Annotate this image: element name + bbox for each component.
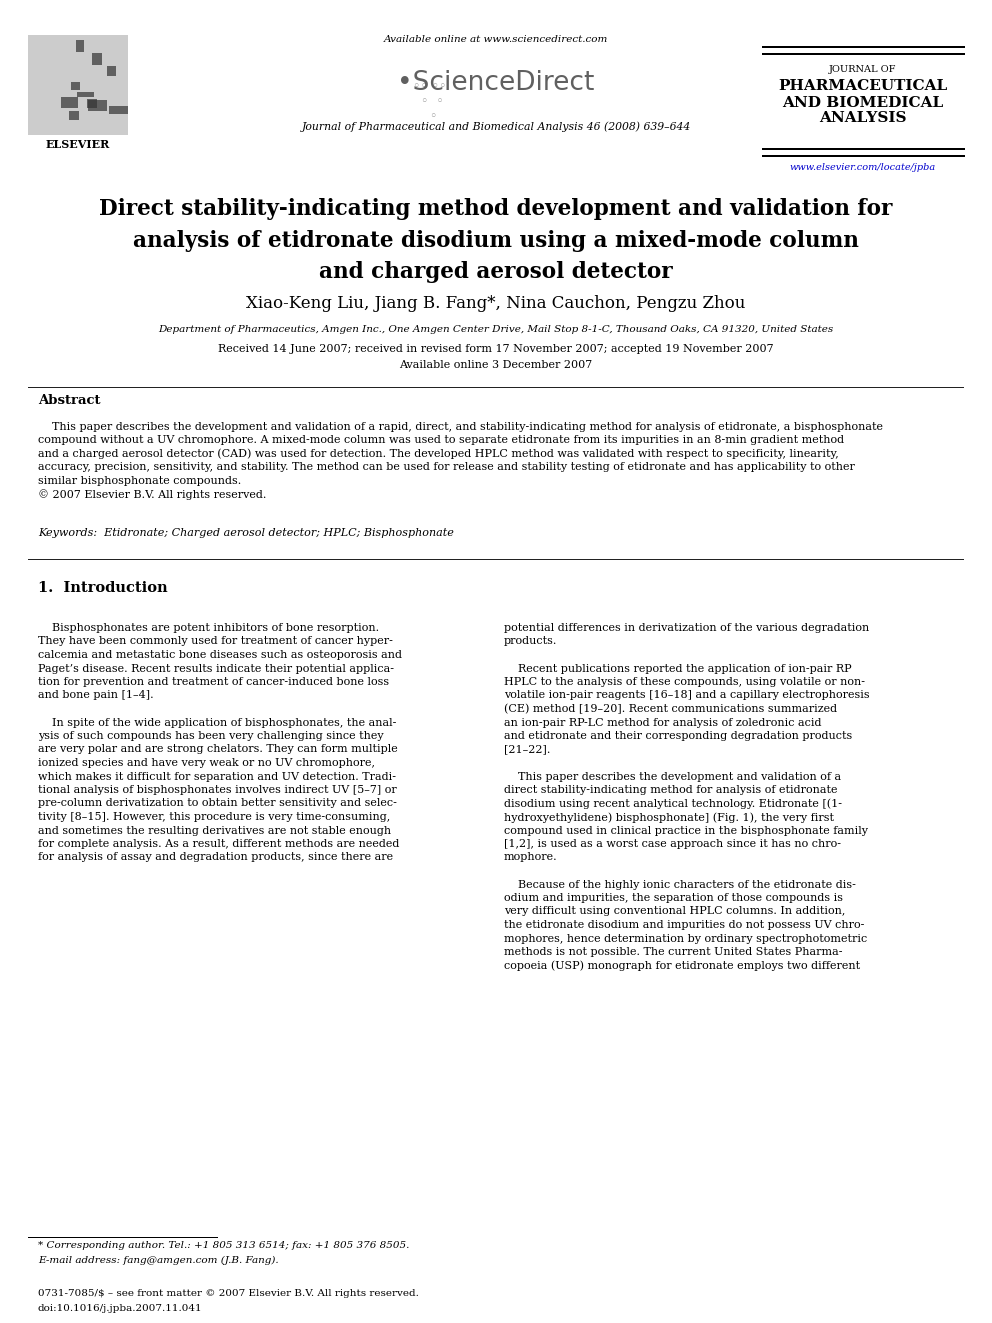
Text: an ion-pair RP-LC method for analysis of zoledronic acid: an ion-pair RP-LC method for analysis of… (504, 717, 821, 728)
Text: mophore.: mophore. (504, 852, 558, 863)
Text: Keywords:  Etidronate; Charged aerosol detector; HPLC; Bisphosphonate: Keywords: Etidronate; Charged aerosol de… (38, 528, 454, 538)
Text: Xiao-Keng Liu, Jiang B. Fang*, Nina Cauchon, Pengzu Zhou: Xiao-Keng Liu, Jiang B. Fang*, Nina Cauc… (246, 295, 746, 312)
Text: Recent publications reported the application of ion-pair RP: Recent publications reported the applica… (504, 664, 851, 673)
Bar (28, 34, 128, 135)
Text: are very polar and are strong chelators. They can form multiple: are very polar and are strong chelators.… (38, 745, 398, 754)
Text: www.elsevier.com/locate/jpba: www.elsevier.com/locate/jpba (790, 163, 936, 172)
Text: Journal of Pharmaceutical and Biomedical Analysis 46 (2008) 639–644: Journal of Pharmaceutical and Biomedical… (302, 122, 690, 132)
Bar (34, 94, 52, 103)
Text: products.: products. (504, 636, 558, 647)
Text: for analysis of assay and degradation products, since there are: for analysis of assay and degradation pr… (38, 852, 393, 863)
Text: Paget’s disease. Recent results indicate their potential applica-: Paget’s disease. Recent results indicate… (38, 664, 394, 673)
Text: very difficult using conventional HPLC columns. In addition,: very difficult using conventional HPLC c… (504, 906, 845, 917)
Text: In spite of the wide application of bisphosphonates, the anal-: In spite of the wide application of bisp… (38, 717, 397, 728)
Bar (96, 50, 110, 64)
Bar (28, 558, 964, 560)
Text: ANALYSIS: ANALYSIS (819, 111, 907, 124)
Bar (762, 45, 965, 48)
Bar (762, 147, 965, 149)
Bar (46, 57, 51, 64)
Text: JOURNAL OF: JOURNAL OF (829, 65, 897, 74)
Bar (107, 85, 121, 91)
Text: E-mail address: fang@amgen.com (J.B. Fang).: E-mail address: fang@amgen.com (J.B. Fan… (38, 1256, 279, 1265)
Text: 0731-7085/$ – see front matter © 2007 Elsevier B.V. All rights reserved.: 0731-7085/$ – see front matter © 2007 El… (38, 1289, 419, 1298)
Bar (39, 110, 47, 116)
Text: ysis of such compounds has been very challenging since they: ysis of such compounds has been very cha… (38, 732, 384, 741)
Text: ◦◦ ◦◦
 ◦  ◦
  ◦: ◦◦ ◦◦ ◦ ◦ ◦ (414, 79, 446, 123)
Bar (28, 386, 964, 388)
Text: tional analysis of bisphosphonates involves indirect UV [5–7] or: tional analysis of bisphosphonates invol… (38, 785, 397, 795)
Text: ELSEVIER: ELSEVIER (46, 139, 110, 149)
Text: ionized species and have very weak or no UV chromophore,: ionized species and have very weak or no… (38, 758, 375, 767)
Text: and bone pain [1–4].: and bone pain [1–4]. (38, 691, 154, 700)
Text: analysis of etidronate disodium using a mixed-mode column: analysis of etidronate disodium using a … (133, 230, 859, 251)
Bar (762, 155, 965, 157)
Text: tion for prevention and treatment of cancer-induced bone loss: tion for prevention and treatment of can… (38, 677, 389, 687)
Bar (87, 95, 104, 108)
Text: [21–22].: [21–22]. (504, 745, 551, 754)
Bar (106, 66, 117, 75)
Text: which makes it difficult for separation and UV detection. Tradi-: which makes it difficult for separation … (38, 771, 396, 782)
Text: AND BIOMEDICAL: AND BIOMEDICAL (783, 97, 943, 110)
Text: compound used in clinical practice in the bisphosphonate family: compound used in clinical practice in th… (504, 826, 868, 836)
Bar (762, 53, 965, 56)
Text: direct stability-indicating method for analysis of etidronate: direct stability-indicating method for a… (504, 785, 837, 795)
Text: [1,2], is used as a worst case approach since it has no chro-: [1,2], is used as a worst case approach … (504, 839, 841, 849)
Text: Direct stability-indicating method development and validation for: Direct stability-indicating method devel… (99, 198, 893, 220)
Text: pre-column derivatization to obtain better sensitivity and selec-: pre-column derivatization to obtain bett… (38, 799, 397, 808)
Text: (CE) method [19–20]. Recent communications summarized: (CE) method [19–20]. Recent communicatio… (504, 704, 837, 714)
Text: 1.  Introduction: 1. Introduction (38, 581, 168, 595)
Text: * Corresponding author. Tel.: +1 805 313 6514; fax: +1 805 376 8505.: * Corresponding author. Tel.: +1 805 313… (38, 1241, 410, 1250)
Text: the etidronate disodium and impurities do not possess UV chro-: the etidronate disodium and impurities d… (504, 919, 864, 930)
Text: and sometimes the resulting derivatives are not stable enough: and sometimes the resulting derivatives … (38, 826, 391, 836)
Text: Available online at www.sciencedirect.com: Available online at www.sciencedirect.co… (384, 34, 608, 44)
Bar (78, 86, 95, 97)
Bar (88, 111, 97, 116)
Text: copoeia (USP) monograph for etidronate employs two different: copoeia (USP) monograph for etidronate e… (504, 960, 860, 971)
Text: odium and impurities, the separation of those compounds is: odium and impurities, the separation of … (504, 893, 843, 904)
Text: •ScienceDirect: •ScienceDirect (398, 70, 594, 97)
Text: calcemia and metastatic bone diseases such as osteoporosis and: calcemia and metastatic bone diseases su… (38, 650, 402, 660)
Text: This paper describes the development and validation of a: This paper describes the development and… (504, 771, 841, 782)
Text: potential differences in derivatization of the various degradation: potential differences in derivatization … (504, 623, 869, 632)
Text: Bisphosphonates are potent inhibitors of bone resorption.: Bisphosphonates are potent inhibitors of… (38, 623, 379, 632)
Text: for complete analysis. As a result, different methods are needed: for complete analysis. As a result, diff… (38, 839, 400, 849)
Text: Received 14 June 2007; received in revised form 17 November 2007; accepted 19 No: Received 14 June 2007; received in revis… (218, 344, 774, 355)
Text: mophores, hence determination by ordinary spectrophotometric: mophores, hence determination by ordinar… (504, 934, 867, 943)
Text: volatile ion-pair reagents [16–18] and a capillary electrophoresis: volatile ion-pair reagents [16–18] and a… (504, 691, 870, 700)
Text: Available online 3 December 2007: Available online 3 December 2007 (400, 360, 592, 370)
Text: and charged aerosol detector: and charged aerosol detector (319, 261, 673, 283)
Text: methods is not possible. The current United States Pharma-: methods is not possible. The current Uni… (504, 947, 842, 957)
Text: HPLC to the analysis of these compounds, using volatile or non-: HPLC to the analysis of these compounds,… (504, 677, 865, 687)
Text: This paper describes the development and validation of a rapid, direct, and stab: This paper describes the development and… (38, 422, 883, 500)
Text: Because of the highly ionic characters of the etidronate dis-: Because of the highly ionic characters o… (504, 880, 856, 889)
Text: Abstract: Abstract (38, 394, 100, 407)
Text: and etidronate and their corresponding degradation products: and etidronate and their corresponding d… (504, 732, 852, 741)
Text: Department of Pharmaceutics, Amgen Inc., One Amgen Center Drive, Mail Stop 8-1-C: Department of Pharmaceutics, Amgen Inc.,… (159, 325, 833, 333)
Text: PHARMACEUTICAL: PHARMACEUTICAL (779, 79, 947, 93)
Text: disodium using recent analytical technology. Etidronate [(1-: disodium using recent analytical technol… (504, 799, 842, 810)
Text: doi:10.1016/j.jpba.2007.11.041: doi:10.1016/j.jpba.2007.11.041 (38, 1304, 202, 1312)
Text: They have been commonly used for treatment of cancer hyper-: They have been commonly used for treatme… (38, 636, 393, 647)
Text: tivity [8–15]. However, this procedure is very time-consuming,: tivity [8–15]. However, this procedure i… (38, 812, 390, 822)
Text: hydroxyethylidene) bisphosphonate] (Fig. 1), the very first: hydroxyethylidene) bisphosphonate] (Fig.… (504, 812, 834, 823)
Bar (89, 83, 95, 91)
